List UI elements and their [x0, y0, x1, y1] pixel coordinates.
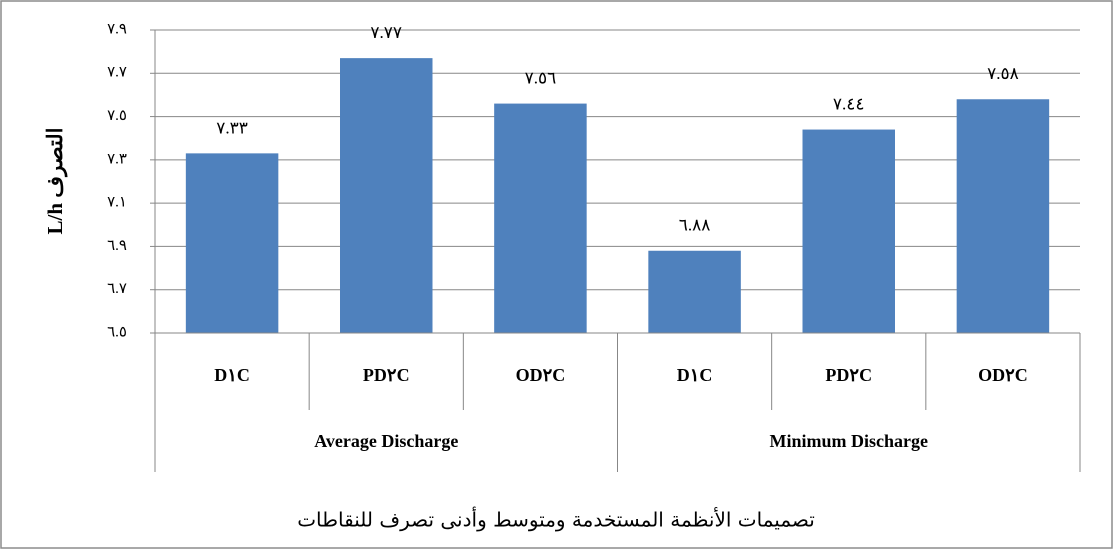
- y-tick-label: ٦.٧: [107, 281, 127, 297]
- bar: [802, 129, 895, 333]
- x-tick-label: D١C: [677, 365, 713, 385]
- x-tick-label: D١C: [214, 365, 250, 385]
- group-label: Minimum Discharge: [770, 431, 928, 451]
- x-tick-label: PD٢C: [363, 365, 410, 385]
- x-tick-label: PD٢C: [825, 365, 872, 385]
- y-tick-label: ٧.٥: [107, 108, 127, 124]
- value-label: ٧.٣٣: [216, 118, 248, 137]
- value-label: ٧.٥٨: [987, 64, 1019, 83]
- bar: [185, 153, 279, 333]
- x-axis-label: تصميمات الأنظمة المستخدمة ومتوسط وأدنى ت…: [297, 507, 815, 532]
- value-label: ٧.٥٦: [525, 68, 557, 87]
- bar: [956, 99, 1050, 333]
- value-label: ٧.٧٧: [370, 23, 402, 42]
- x-tick-label: OD٢C: [978, 365, 1028, 385]
- bar: [648, 250, 741, 333]
- value-label: ٦.٨٨: [679, 216, 711, 235]
- x-tick-label: OD٢C: [516, 365, 566, 385]
- group-label: Average Discharge: [314, 431, 458, 451]
- bar: [340, 58, 433, 334]
- y-axis-label: L/h التصرف: [43, 128, 68, 235]
- value-label: ٧.٤٤: [833, 94, 865, 113]
- y-tick-label: ٧.٣: [107, 151, 127, 167]
- y-tick-label: ٧.١: [107, 195, 127, 211]
- y-tick-label: ٧.٧: [107, 65, 127, 81]
- y-tick-label: ٦.٥: [107, 324, 127, 340]
- y-tick-label: ٧.٩: [107, 21, 127, 37]
- y-tick-label: ٦.٩: [107, 238, 127, 254]
- bar: [494, 103, 587, 333]
